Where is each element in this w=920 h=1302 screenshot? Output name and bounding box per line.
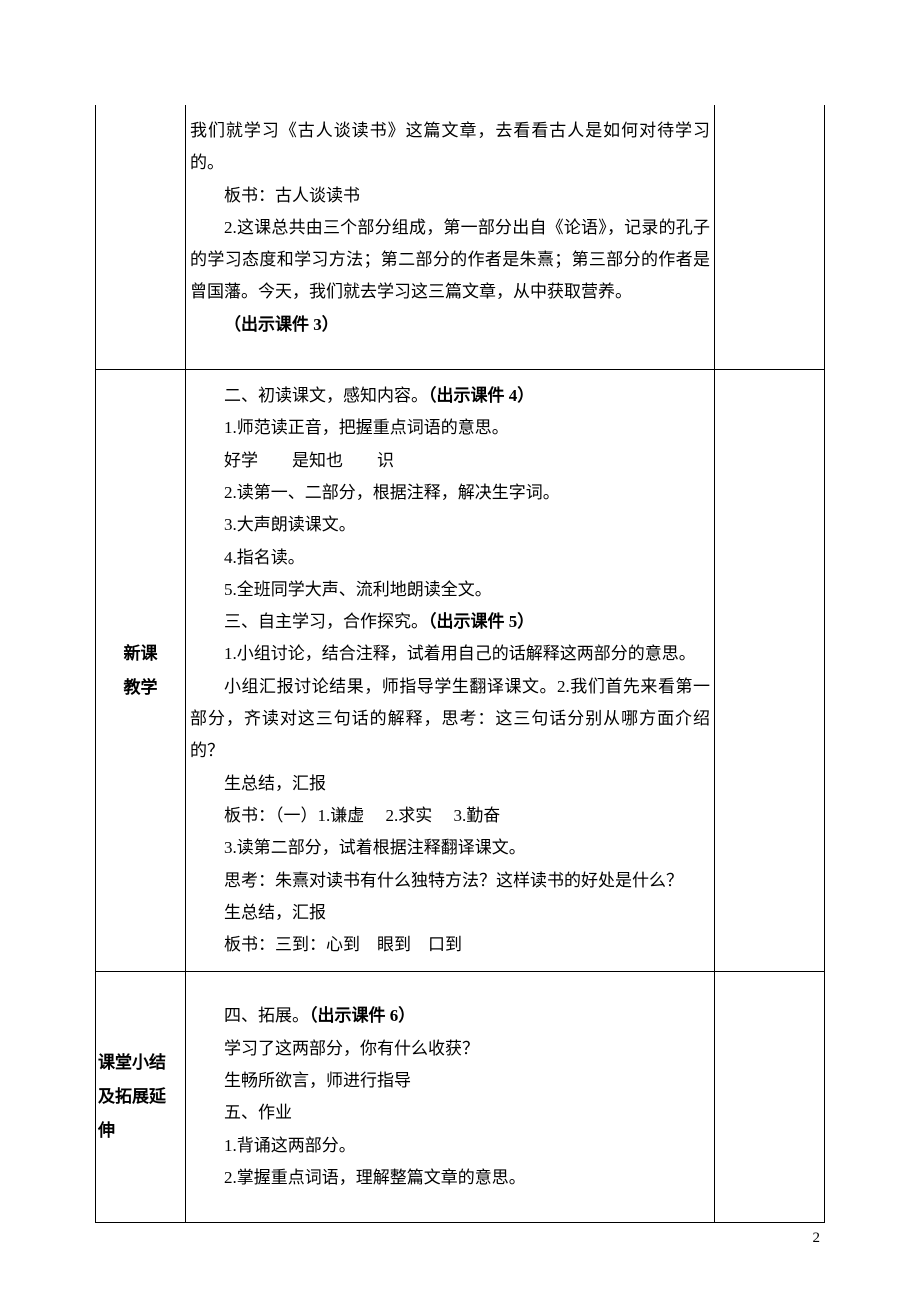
row2-right-cell <box>715 370 825 972</box>
table-row: 课堂小结 及拓展延 伸 四、拓展。（出示课件 6） 学习了这两部分，你有什么收获… <box>96 972 825 1223</box>
body-text: 四、拓展。（出示课件 6） <box>190 1000 710 1032</box>
lesson-plan-table: 我们就学习《古人谈读书》这篇文章，去看看古人是如何对待学习的。 板书：古人谈读书… <box>95 105 825 1223</box>
body-text-bold: （出示课件 4） <box>428 386 534 405</box>
label-text: 新课 <box>100 637 181 671</box>
label-text: 及拓展延 <box>98 1080 183 1114</box>
row3-label-cell: 课堂小结 及拓展延 伸 <box>96 972 186 1223</box>
label-text: 伸 <box>98 1114 183 1148</box>
body-text-bold: （出示课件 3） <box>190 309 710 341</box>
body-text: 五、作业 <box>190 1097 710 1129</box>
row3-right-cell <box>715 972 825 1223</box>
body-text: 板书：（一）1.谦虚 2.求实 3.勤奋 <box>190 800 710 832</box>
body-text: 1.小组讨论，结合注释，试着用自己的话解释这两部分的意思。 <box>190 638 710 670</box>
table-row: 新课 教学 二、初读课文，感知内容。（出示课件 4） 1.师范读正音，把握重点词… <box>96 370 825 972</box>
body-text: 小组汇报讨论结果，师指导学生翻译课文。2.我们首先来看第一部分，齐读对这三句话的… <box>190 671 710 768</box>
body-text: 3.大声朗读课文。 <box>190 509 710 541</box>
row1-label-cell <box>96 105 186 370</box>
body-text: 生总结，汇报 <box>190 768 710 800</box>
body-text: 好学 是知也 识 <box>190 445 710 477</box>
spacer <box>190 982 710 1000</box>
body-text: 2.掌握重点词语，理解整篇文章的意思。 <box>190 1162 710 1194</box>
row1-right-cell <box>715 105 825 370</box>
body-text: 四、拓展。 <box>224 1006 309 1025</box>
body-text: 5.全班同学大声、流利地朗读全文。 <box>190 574 710 606</box>
body-text: 板书：古人谈读书 <box>190 180 710 212</box>
body-text: 二、初读课文，感知内容。（出示课件 4） <box>190 380 710 412</box>
label-text: 课堂小结 <box>98 1046 183 1080</box>
body-text: 学习了这两部分，你有什么收获？ <box>190 1033 710 1065</box>
row1-content-cell: 我们就学习《古人谈读书》这篇文章，去看看古人是如何对待学习的。 板书：古人谈读书… <box>186 105 715 370</box>
page-number: 2 <box>813 1224 821 1253</box>
row2-label-cell: 新课 教学 <box>96 370 186 972</box>
body-text: 2.这课总共由三个部分组成，第一部分出自《论语》，记录的孔子的学习态度和学习方法… <box>190 212 710 309</box>
spacer <box>190 341 710 359</box>
body-text: 4.指名读。 <box>190 542 710 574</box>
label-text: 教学 <box>100 671 181 705</box>
body-text: 生畅所欲言，师进行指导 <box>190 1065 710 1097</box>
body-text: 三、自主学习，合作探究。 <box>224 612 428 631</box>
body-text-bold: （出示课件 5） <box>428 612 534 631</box>
body-text: 思考：朱熹对读书有什么独特方法？这样读书的好处是什么？ <box>190 865 710 897</box>
body-text: 三、自主学习，合作探究。（出示课件 5） <box>190 606 710 638</box>
table-row: 我们就学习《古人谈读书》这篇文章，去看看古人是如何对待学习的。 板书：古人谈读书… <box>96 105 825 370</box>
page-container: 我们就学习《古人谈读书》这篇文章，去看看古人是如何对待学习的。 板书：古人谈读书… <box>0 0 920 1302</box>
row3-content-cell: 四、拓展。（出示课件 6） 学习了这两部分，你有什么收获？ 生畅所欲言，师进行指… <box>186 972 715 1223</box>
body-text: 我们就学习《古人谈读书》这篇文章，去看看古人是如何对待学习的。 <box>190 115 710 180</box>
row2-content-cell: 二、初读课文，感知内容。（出示课件 4） 1.师范读正音，把握重点词语的意思。 … <box>186 370 715 972</box>
body-text: 板书：三到：心到 眼到 口到 <box>190 929 710 961</box>
body-text-bold: （出示课件 6） <box>309 1006 415 1025</box>
body-text: 1.背诵这两部分。 <box>190 1130 710 1162</box>
body-text: 2.读第一、二部分，根据注释，解决生字词。 <box>190 477 710 509</box>
body-text: 二、初读课文，感知内容。 <box>224 386 428 405</box>
body-text: 生总结，汇报 <box>190 897 710 929</box>
body-text: 1.师范读正音，把握重点词语的意思。 <box>190 412 710 444</box>
spacer <box>190 1194 710 1212</box>
body-text: 3.读第二部分，试着根据注释翻译课文。 <box>190 832 710 864</box>
